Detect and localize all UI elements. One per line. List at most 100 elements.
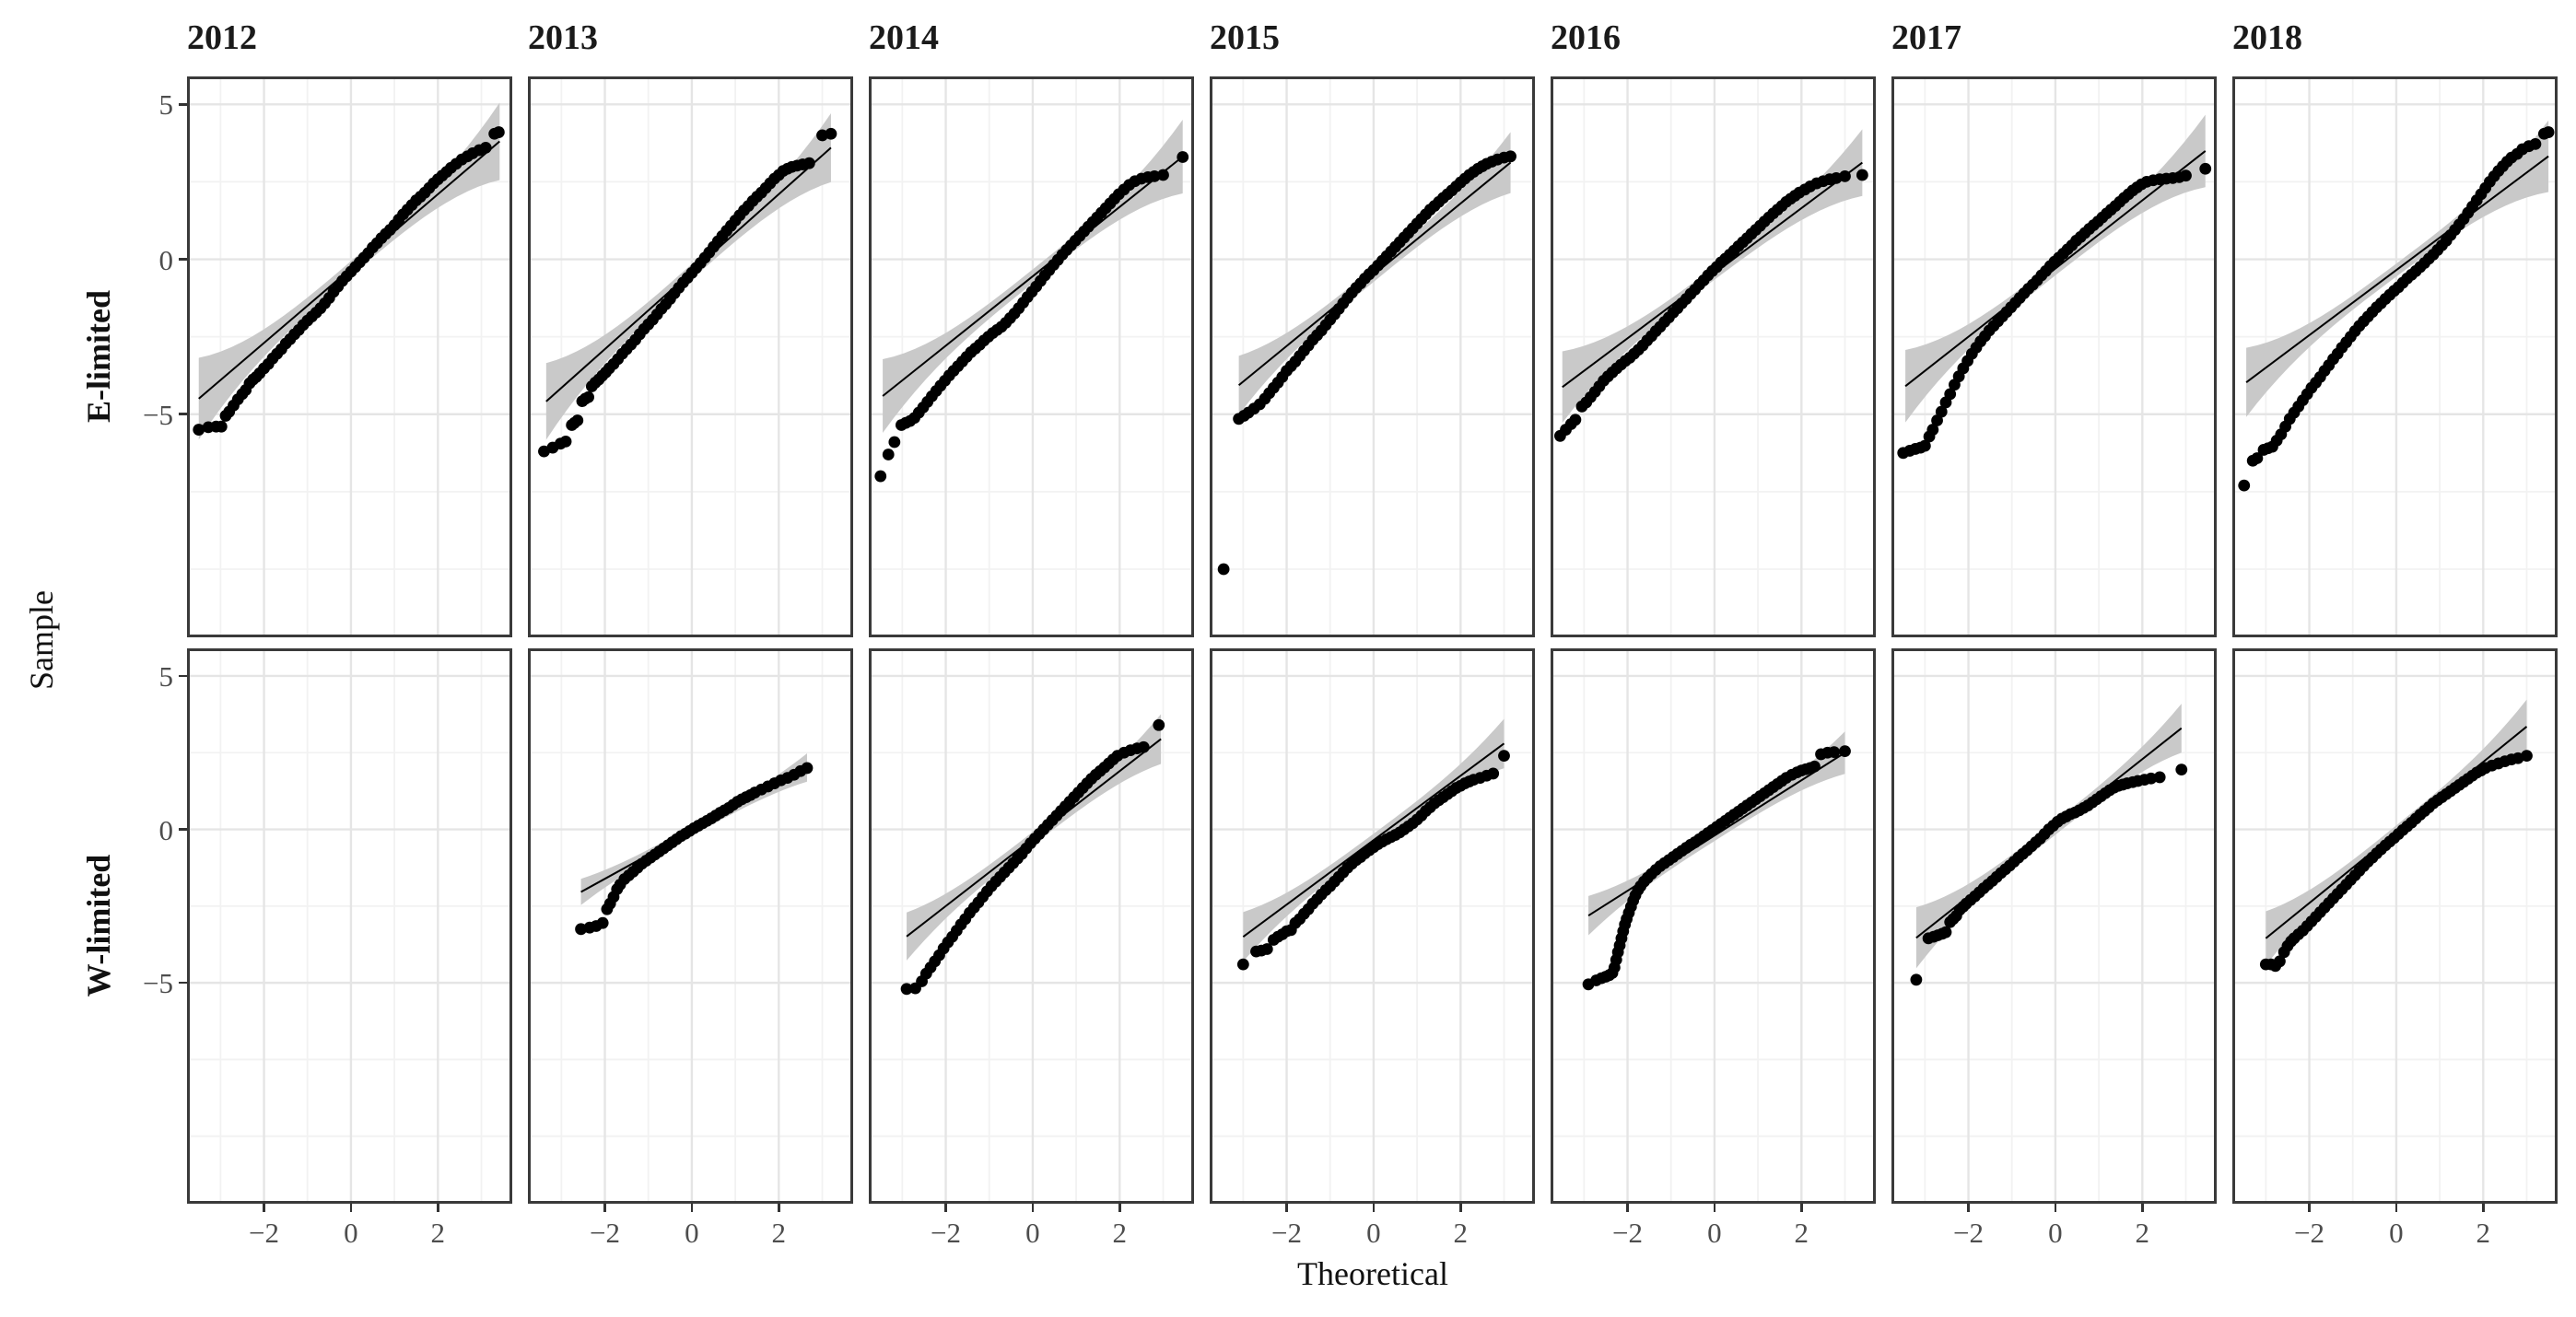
x-tick-mark xyxy=(437,1204,439,1212)
y-tick-mark xyxy=(179,413,187,415)
y-tick-label: −5 xyxy=(143,967,173,1000)
qq-panel-2014-w-limited xyxy=(869,648,1194,1204)
x-tick-label: −2 xyxy=(2294,1217,2324,1249)
y-tick-mark xyxy=(179,674,187,678)
x-axis-title: Theoretical xyxy=(1297,1255,1448,1292)
qq-points xyxy=(1217,150,1516,576)
qq-points xyxy=(2238,126,2555,492)
qq-points xyxy=(193,126,505,436)
x-tick-label: −2 xyxy=(931,1217,961,1249)
qq-plot-svg-2018-e-limited xyxy=(2232,76,2558,637)
x-tick-label: 2 xyxy=(430,1217,446,1249)
qq-panel-2018-e-limited xyxy=(2232,76,2558,637)
x-tick-mark xyxy=(1118,1204,1121,1212)
qq-panel-2015-e-limited xyxy=(1210,76,1535,637)
x-tick-mark xyxy=(263,1204,265,1212)
x-tick-mark xyxy=(1967,1204,1970,1212)
x-tick-label: 0 xyxy=(685,1217,699,1249)
panel-border xyxy=(187,76,512,637)
panel-border xyxy=(1551,648,1876,1204)
x-tick-label: 0 xyxy=(2048,1217,2063,1249)
qq-points xyxy=(900,718,1165,996)
y-tick-label: 0 xyxy=(158,243,174,276)
facet-column-title-2018: 2018 xyxy=(2232,18,2302,57)
x-tick-mark xyxy=(2308,1204,2311,1212)
panel-border xyxy=(1891,648,2217,1204)
x-tick-mark xyxy=(349,1204,353,1212)
qq-panel-2017-w-limited xyxy=(1891,648,2217,1204)
panel-border xyxy=(1210,76,1535,637)
gridlines xyxy=(1891,76,2217,637)
x-tick-label: −2 xyxy=(249,1217,279,1249)
qq-panel-2016-e-limited xyxy=(1551,76,1876,637)
panel-border xyxy=(528,648,853,1204)
y-tick-label: 5 xyxy=(158,659,174,693)
y-axis-title: Sample xyxy=(23,590,60,690)
y-tick-label: 0 xyxy=(158,813,174,846)
gridlines xyxy=(1551,76,1876,637)
qq-panel-2015-w-limited xyxy=(1210,648,1535,1204)
panel-border xyxy=(869,648,1194,1204)
y-tick-mark xyxy=(179,981,187,985)
x-tick-label: −2 xyxy=(1612,1217,1643,1249)
x-tick-mark xyxy=(2395,1204,2398,1212)
gridlines xyxy=(187,76,512,637)
facet-column-title-2013: 2013 xyxy=(528,18,598,57)
x-tick-label: 0 xyxy=(1707,1217,1722,1249)
qq-panel-2012-w-limited xyxy=(187,648,512,1204)
qq-points xyxy=(2259,750,2533,973)
x-tick-mark xyxy=(1031,1204,1035,1212)
qq-panel-2016-w-limited xyxy=(1551,648,1876,1204)
x-tick-mark xyxy=(2141,1204,2144,1212)
gridlines xyxy=(528,648,853,1204)
qq-points xyxy=(1910,763,2188,986)
x-tick-label: −2 xyxy=(590,1217,620,1249)
panel-border xyxy=(2232,648,2558,1204)
panel-border xyxy=(1210,648,1535,1204)
facet-column-title-2012: 2012 xyxy=(187,18,257,57)
qq-reference-line xyxy=(882,156,1184,397)
qq-panel-2013-w-limited xyxy=(528,648,853,1204)
qq-plot-svg-2016-w-limited xyxy=(1551,648,1876,1204)
x-tick-mark xyxy=(1713,1204,1716,1212)
qq-panel-2018-w-limited xyxy=(2232,648,2558,1204)
panel-border xyxy=(869,76,1194,637)
facet-column-title-2014: 2014 xyxy=(869,18,939,57)
qq-plot-svg-2013-e-limited xyxy=(528,76,853,637)
qq-plot-svg-2014-w-limited xyxy=(869,648,1194,1204)
x-tick-mark xyxy=(944,1204,947,1212)
x-tick-mark xyxy=(2482,1204,2485,1212)
x-tick-label: 0 xyxy=(1366,1217,1381,1249)
qq-plot-svg-2015-e-limited xyxy=(1210,76,1535,637)
qq-plot-svg-2013-w-limited xyxy=(528,648,853,1204)
y-tick-label: −5 xyxy=(143,398,173,431)
qq-plot-svg-2017-w-limited xyxy=(1891,648,2217,1204)
qq-plot-svg-2018-w-limited xyxy=(2232,648,2558,1204)
qq-plot-svg-2012-e-limited xyxy=(187,76,512,637)
qq-panel-2013-e-limited xyxy=(528,76,853,637)
x-tick-mark xyxy=(1459,1204,1462,1212)
gridlines xyxy=(1891,648,2217,1204)
x-tick-mark xyxy=(603,1204,606,1212)
x-tick-label: 2 xyxy=(771,1217,787,1249)
qq-panel-2017-e-limited xyxy=(1891,76,2217,637)
qq-points xyxy=(575,762,814,936)
x-tick-label: 0 xyxy=(2389,1217,2404,1249)
qq-reference-line xyxy=(1587,752,1846,917)
x-tick-mark xyxy=(1626,1204,1629,1212)
qq-panel-2014-e-limited xyxy=(869,76,1194,637)
panel-border xyxy=(528,76,853,637)
y-tick-label: 5 xyxy=(158,88,174,122)
facet-column-title-2016: 2016 xyxy=(1551,18,1621,57)
gridlines xyxy=(869,648,1194,1204)
qq-points xyxy=(538,127,837,458)
facet-column-title-2015: 2015 xyxy=(1210,18,1280,57)
qq-points xyxy=(1897,162,2212,460)
y-tick-mark xyxy=(179,103,187,106)
x-tick-label: −2 xyxy=(1953,1217,1984,1249)
x-tick-mark xyxy=(690,1204,694,1212)
x-tick-mark xyxy=(1800,1204,1803,1212)
x-tick-label: 2 xyxy=(1453,1217,1469,1249)
x-tick-label: 2 xyxy=(1794,1217,1809,1249)
x-tick-mark xyxy=(1285,1204,1288,1212)
